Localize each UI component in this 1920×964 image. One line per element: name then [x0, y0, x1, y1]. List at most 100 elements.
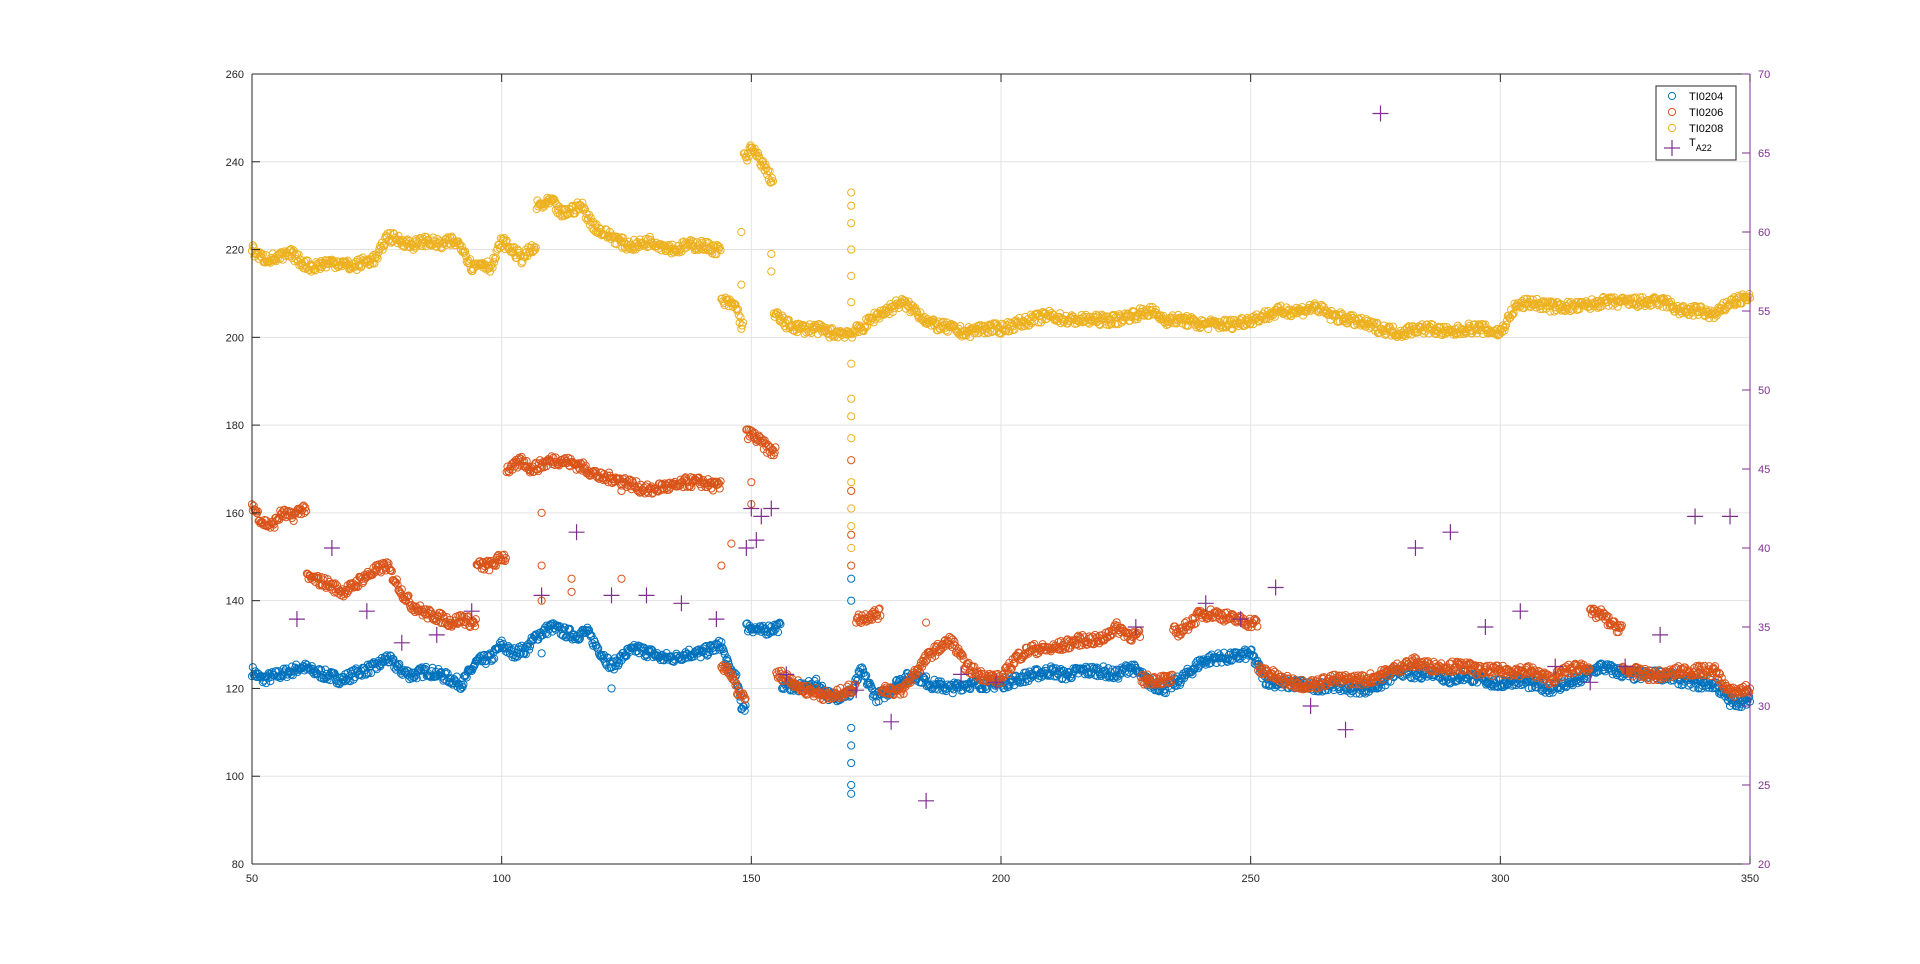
data-point [397, 585, 406, 594]
data-point [776, 620, 785, 629]
data-point [936, 646, 945, 655]
data-point [607, 684, 616, 693]
data-point [482, 656, 491, 665]
data-point [1253, 622, 1262, 631]
data-point [720, 650, 729, 659]
data-point [852, 618, 861, 627]
data-point [619, 474, 628, 484]
data-point [1212, 658, 1221, 668]
data-point [1694, 684, 1703, 693]
data-point [851, 675, 860, 684]
data-point [874, 605, 883, 614]
data-point [948, 689, 957, 698]
data-point [936, 645, 946, 654]
data-point [389, 576, 398, 585]
data-point [445, 677, 455, 687]
data-point [847, 780, 856, 790]
data-point [354, 581, 363, 590]
data-point [844, 680, 853, 689]
data-point [316, 666, 326, 675]
data-point [716, 477, 725, 486]
data-point [525, 645, 534, 654]
data-point [1110, 667, 1120, 676]
data-point [299, 661, 308, 671]
data-point [775, 618, 784, 627]
data-point [349, 675, 358, 684]
data-point [1689, 683, 1698, 692]
data-point [907, 672, 916, 682]
data-point [364, 668, 373, 677]
data-point [397, 667, 406, 676]
data-point [490, 654, 499, 663]
data-point [754, 431, 763, 440]
data-point [1298, 675, 1307, 685]
data-point [301, 507, 311, 516]
data-point [1250, 614, 1259, 624]
data-point [865, 615, 874, 624]
data-point [656, 486, 665, 495]
data-point [576, 628, 585, 637]
data-point [1036, 668, 1046, 677]
data-point [793, 676, 803, 685]
data-point [741, 701, 750, 710]
data-point [404, 591, 413, 600]
data-point [974, 669, 983, 678]
data-point [306, 666, 315, 675]
data-point [403, 592, 412, 601]
data-point [1108, 665, 1117, 674]
data-point [1214, 649, 1223, 658]
data-point [847, 758, 856, 768]
data-point [1377, 683, 1386, 692]
data-point [1080, 633, 1089, 642]
data-point [368, 570, 377, 579]
data-point [379, 658, 388, 667]
data-point [459, 680, 468, 689]
data-point [1044, 670, 1053, 679]
data-point [1019, 651, 1028, 660]
data-point [714, 479, 723, 488]
data-point [450, 675, 459, 684]
data-point [1258, 674, 1267, 683]
data-point [389, 655, 398, 664]
data-point [460, 672, 470, 681]
data-point [827, 692, 836, 701]
data-point [1248, 651, 1257, 660]
data-point [927, 685, 937, 694]
data-point [1548, 688, 1557, 697]
data-point [470, 618, 479, 628]
data-point [1007, 664, 1016, 673]
data-point [958, 651, 967, 660]
data-point [847, 789, 856, 798]
data-point [719, 647, 728, 656]
data-point [522, 457, 531, 466]
data-point [981, 676, 991, 685]
data-point [1252, 616, 1261, 625]
data-point [480, 565, 489, 574]
data-point [851, 680, 860, 689]
data-point [462, 673, 471, 682]
data-point [1121, 661, 1130, 670]
data-point [327, 585, 336, 594]
data-point [253, 507, 262, 516]
data-point [460, 612, 469, 621]
data-point [1104, 664, 1113, 673]
data-point [740, 695, 749, 704]
data-point [730, 677, 739, 686]
data-point [876, 611, 885, 620]
data-point [750, 428, 759, 438]
data-point [353, 582, 362, 591]
data-point [1099, 662, 1108, 671]
data-point [301, 503, 310, 512]
data-point [1346, 689, 1355, 698]
data-point [1093, 672, 1102, 681]
data-point [1191, 619, 1200, 628]
data-point [915, 667, 924, 676]
data-point [456, 684, 465, 693]
data-point [1115, 665, 1124, 675]
data-point [812, 674, 821, 683]
data-point [847, 741, 856, 750]
data-point [1168, 670, 1177, 679]
data-point [517, 452, 526, 462]
data-point [1179, 627, 1188, 636]
data-point [940, 637, 949, 646]
